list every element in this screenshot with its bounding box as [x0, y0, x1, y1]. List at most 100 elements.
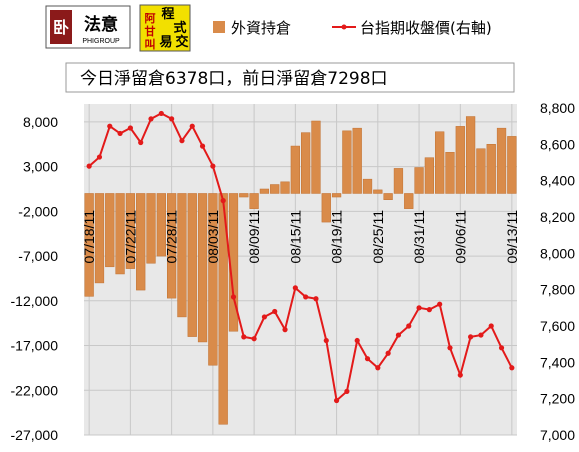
- bar-08/11/11: [270, 184, 280, 194]
- price-point-08/23/11: [354, 337, 360, 344]
- left-tick--27000: -27,000: [11, 427, 59, 443]
- price-point-09/01/11: [426, 307, 432, 313]
- bar-08/01/11: [187, 193, 197, 337]
- bar-09/12/11: [496, 127, 507, 194]
- bar-08/30/11: [404, 193, 414, 209]
- x-tick-08/03/11: 08/03/11: [205, 210, 221, 264]
- bar-08/17/11: [311, 120, 321, 194]
- bar-08/09/11: [249, 193, 259, 209]
- bar-08/12/11: [280, 181, 290, 194]
- subtitle-text: 今日淨留倉6378口，前日淨留倉7298口: [80, 69, 388, 89]
- subtitle-box: 今日淨留倉6378口，前日淨留倉7298口: [65, 62, 515, 93]
- price-point-07/25/11: [138, 139, 144, 146]
- price-point-08/22/11: [344, 388, 350, 394]
- price-point-07/28/11: [169, 116, 175, 122]
- price-point-09/12/11: [498, 345, 505, 351]
- legend: 外資持倉 台指期收盤價(右軸): [213, 19, 492, 37]
- price-point-08/29/11: [395, 332, 402, 338]
- price-point-08/25/11: [375, 365, 381, 371]
- bar-08/15/11: [290, 145, 300, 194]
- bar-07/19/11: [94, 193, 105, 284]
- price-point-09/09/11: [488, 323, 494, 329]
- price-point-08/11/11: [272, 308, 278, 315]
- price-point-07/27/11: [158, 110, 164, 117]
- logo-char-7: 交: [175, 34, 188, 50]
- program-trading-logo: 阿 程 甘 式 叫 易 交: [139, 4, 191, 52]
- price-point-07/22/11: [127, 125, 133, 131]
- legend-bar-label: 外資持倉: [231, 19, 291, 37]
- bar-08/26/11: [383, 193, 393, 200]
- svg-text:卧: 卧: [53, 18, 69, 37]
- legend-line-marker: [341, 24, 347, 30]
- x-tick-07/22/11: 07/22/11: [122, 210, 138, 264]
- price-point-08/12/11: [282, 327, 288, 333]
- price-point-08/16/11: [303, 294, 309, 300]
- left-tick-3000: 3,000: [23, 159, 58, 175]
- bar-07/29/11: [177, 193, 187, 318]
- plot-area: [84, 104, 517, 435]
- price-point-07/29/11: [179, 138, 185, 144]
- logo-char-4: 式: [173, 20, 186, 36]
- price-point-08/03/11: [210, 163, 216, 169]
- price-point-08/24/11: [364, 356, 371, 362]
- right-tick-7200: 7,200: [540, 391, 575, 407]
- price-point-09/08/11: [478, 332, 484, 338]
- price-point-08/18/11: [323, 337, 329, 344]
- bar-09/02/11: [435, 131, 445, 194]
- left-tick--17000: -17,000: [11, 338, 59, 354]
- bar-08/16/11: [301, 132, 311, 194]
- left-tick--22000: -22,000: [11, 382, 59, 398]
- x-tick-07/28/11: 07/28/11: [164, 210, 180, 264]
- phigroup-logo: 卧 法意 PHIGROUP: [45, 5, 131, 49]
- x-tick-09/06/11: 09/06/11: [452, 210, 468, 264]
- price-point-08/02/11: [199, 143, 206, 149]
- right-tick-7800: 7,800: [540, 282, 575, 298]
- x-axis-ticks: 07/18/11 07/22/11 07/28/11 08/03/11 08/09/11…: [81, 210, 520, 264]
- bar-08/23/11: [352, 127, 362, 194]
- bar-09/06/11: [455, 126, 465, 194]
- bar-09/05/11: [445, 152, 455, 194]
- price-point-09/06/11: [457, 372, 463, 378]
- price-point-08/09/11: [251, 336, 257, 342]
- bar-08/03/11: [208, 193, 218, 366]
- right-y-axis: 7,000 7,200 7,400 7,600 7,800 8,000 8,200 8,400…: [540, 100, 575, 443]
- bar-series: [84, 116, 517, 425]
- price-point-09/07/11: [468, 334, 474, 340]
- bar-08/25/11: [373, 189, 383, 194]
- x-tick-08/19/11: 08/19/11: [329, 210, 345, 264]
- right-tick-7600: 7,600: [540, 318, 575, 334]
- bar-08/29/11: [393, 168, 404, 194]
- bar-07/28/11: [166, 193, 177, 299]
- bar-08/04/11: [218, 193, 228, 425]
- bar-07/18/11: [84, 193, 94, 297]
- right-tick-8600: 8,600: [540, 136, 575, 152]
- bar-08/08/11: [239, 193, 249, 198]
- logo-main-text: 法意: [84, 14, 118, 35]
- x-tick-08/31/11: 08/31/11: [411, 210, 427, 264]
- price-point-09/13/11: [509, 365, 515, 371]
- price-point-07/20/11: [107, 123, 113, 129]
- x-tick-08/09/11: 08/09/11: [246, 210, 262, 264]
- bar-08/31/11: [414, 167, 424, 194]
- bar-09/09/11: [486, 144, 496, 194]
- price-point-08/04/11: [220, 198, 226, 204]
- bar-09/01/11: [424, 157, 435, 194]
- price-point-08/26/11: [385, 350, 391, 356]
- price-point-09/05/11: [447, 345, 453, 351]
- bar-07/25/11: [136, 193, 146, 291]
- left-tick--2000: -2,000: [18, 203, 58, 219]
- price-point-07/21/11: [117, 130, 123, 137]
- price-point-09/02/11: [437, 301, 443, 307]
- price-point-08/05/11: [230, 294, 237, 300]
- right-tick-8400: 8,400: [540, 173, 575, 189]
- price-point-08/19/11: [333, 397, 340, 404]
- logo-char-5: 叫: [145, 37, 156, 51]
- legend-line-label: 台指期收盤價(右軸): [360, 19, 492, 37]
- logo-char-6: 易: [159, 35, 172, 50]
- price-point-08/31/11: [416, 305, 422, 311]
- bar-07/27/11: [156, 193, 166, 257]
- bar-08/10/11: [259, 188, 270, 194]
- right-tick-8000: 8,000: [540, 245, 575, 261]
- bar-08/19/11: [331, 193, 342, 198]
